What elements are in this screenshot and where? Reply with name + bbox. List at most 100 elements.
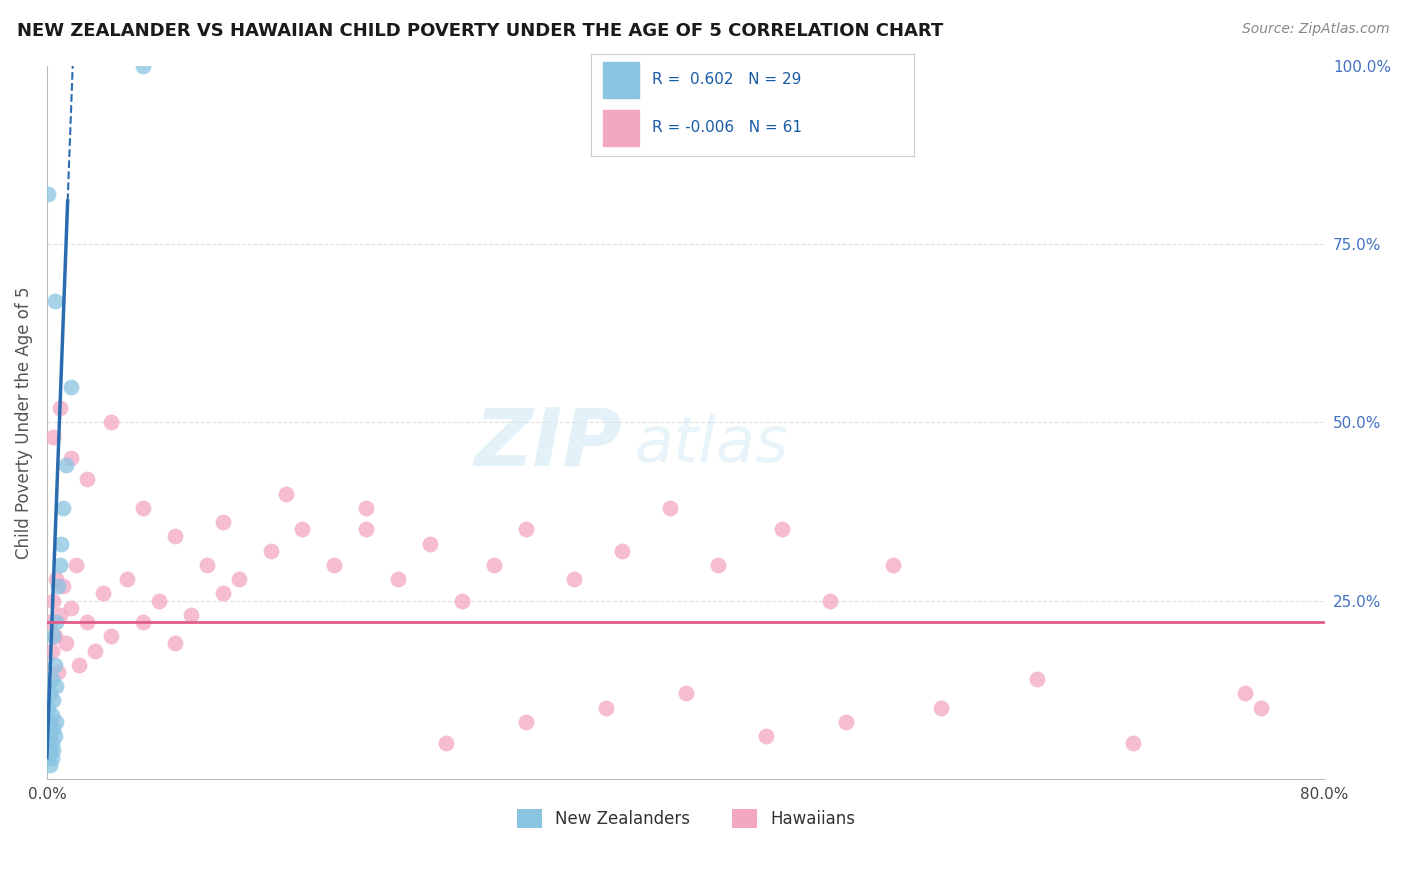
Point: [434, 736, 457, 750]
Point: [1250, 700, 1272, 714]
Point: [42, 693, 65, 707]
Point: [228, 572, 250, 586]
Point: [44, 629, 66, 643]
Point: [45, 679, 67, 693]
Point: [52, 500, 75, 515]
Point: [37, 722, 59, 736]
Point: [59, 600, 82, 615]
Point: [834, 714, 856, 729]
Point: [356, 500, 378, 515]
Point: [41, 643, 63, 657]
Point: [59, 450, 82, 465]
Point: [39, 686, 62, 700]
Text: R = -0.006   N = 61: R = -0.006 N = 61: [652, 120, 801, 136]
Point: [211, 586, 233, 600]
Point: [76, 472, 98, 486]
Point: [39, 757, 62, 772]
Point: [44, 293, 66, 308]
Point: [675, 686, 697, 700]
Point: [770, 522, 793, 536]
Point: [148, 593, 170, 607]
Text: atlas: atlas: [634, 413, 789, 475]
Point: [48, 607, 70, 622]
Point: [41, 750, 63, 764]
Point: [515, 714, 537, 729]
Point: [37, 750, 59, 764]
Point: [276, 486, 298, 500]
Point: [91, 586, 114, 600]
Point: [65, 558, 87, 572]
Point: [59, 379, 82, 393]
Point: [67, 657, 90, 672]
Point: [39, 615, 62, 629]
Text: Source: ZipAtlas.com: Source: ZipAtlas.com: [1241, 22, 1389, 37]
Point: [37, 736, 59, 750]
Point: [42, 429, 65, 443]
Point: [387, 572, 409, 586]
Point: [39, 743, 62, 757]
Point: [451, 593, 474, 607]
Point: [100, 629, 122, 643]
Point: [595, 700, 617, 714]
Point: [259, 543, 281, 558]
Point: [83, 643, 105, 657]
Point: [132, 500, 155, 515]
Point: [39, 729, 62, 743]
Point: [323, 558, 346, 572]
Point: [1122, 736, 1144, 750]
Point: [41, 707, 63, 722]
Point: [132, 59, 155, 73]
Text: R =  0.602   N = 29: R = 0.602 N = 29: [652, 72, 801, 87]
Point: [51, 536, 73, 550]
Text: NEW ZEALANDER VS HAWAIIAN CHILD POVERTY UNDER THE AGE OF 5 CORRELATION CHART: NEW ZEALANDER VS HAWAIIAN CHILD POVERTY …: [17, 22, 943, 40]
Point: [100, 415, 122, 429]
Point: [195, 558, 218, 572]
Point: [180, 607, 202, 622]
Point: [356, 522, 378, 536]
Point: [132, 615, 155, 629]
Point: [931, 700, 953, 714]
Point: [52, 579, 75, 593]
Point: [41, 672, 63, 686]
Point: [882, 558, 904, 572]
Legend: New Zealanders, Hawaiians: New Zealanders, Hawaiians: [510, 802, 862, 835]
Point: [706, 558, 728, 572]
Point: [55, 458, 77, 472]
Point: [482, 558, 505, 572]
Point: [41, 736, 63, 750]
Point: [211, 515, 233, 529]
Point: [55, 636, 77, 650]
Point: [48, 558, 70, 572]
Point: [45, 714, 67, 729]
Point: [163, 529, 186, 543]
Point: [562, 572, 585, 586]
Point: [48, 401, 70, 415]
Point: [39, 714, 62, 729]
Point: [44, 657, 66, 672]
Bar: [603, 110, 640, 145]
Point: [755, 729, 778, 743]
Point: [115, 572, 138, 586]
Point: [291, 522, 314, 536]
Point: [419, 536, 441, 550]
Point: [42, 629, 65, 643]
Bar: [603, 62, 640, 97]
Point: [42, 743, 65, 757]
Point: [1233, 686, 1256, 700]
Point: [46, 665, 69, 679]
Point: [76, 615, 98, 629]
Y-axis label: Child Poverty Under the Age of 5: Child Poverty Under the Age of 5: [15, 286, 32, 558]
Point: [46, 579, 69, 593]
Point: [515, 522, 537, 536]
Point: [1026, 672, 1049, 686]
Point: [610, 543, 633, 558]
Point: [37, 186, 59, 201]
Point: [37, 700, 59, 714]
Point: [163, 636, 186, 650]
Point: [42, 593, 65, 607]
Point: [42, 722, 65, 736]
Point: [818, 593, 841, 607]
Point: [45, 572, 67, 586]
Point: [45, 615, 67, 629]
Point: [658, 500, 681, 515]
